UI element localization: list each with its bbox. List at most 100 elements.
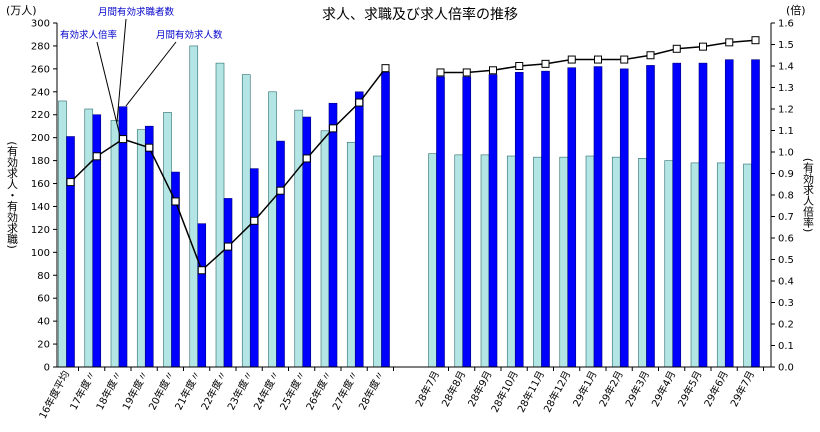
annual-job-openings-bar (328, 102, 338, 368)
ratio-marker (489, 66, 497, 75)
ratio-marker (92, 152, 101, 161)
x-tick-label: 28年8月 (439, 368, 469, 409)
annual-job-seekers-bar (320, 130, 330, 368)
monthly-job-openings-bar (672, 62, 682, 368)
ratio-marker (725, 38, 734, 47)
annual-job-openings-bar (354, 91, 364, 368)
annual-job-openings-bar (144, 125, 154, 368)
right-tick-label: 1.0 (778, 148, 794, 159)
right-tick-label: 0.2 (778, 320, 794, 331)
annual-job-seekers-bar (110, 120, 120, 368)
monthly-job-seekers-bar (743, 163, 752, 368)
annual-job-seekers-bar (215, 62, 225, 368)
chart-title: 求人、求職及び求人倍率の推移 (322, 6, 518, 23)
monthly-job-openings-bar (619, 68, 629, 368)
right-axis-unit: (倍) (786, 3, 806, 17)
monthly-job-seekers-bar (533, 156, 542, 368)
annual-job-seekers-bar (268, 91, 277, 368)
left-tick-label: 160 (31, 179, 50, 190)
annual-job-seekers-bar (189, 45, 199, 368)
left-tick-label: 180 (31, 156, 50, 167)
annual-job-openings-bar (197, 223, 207, 368)
right-tick-label: 0.6 (778, 234, 794, 245)
monthly-job-openings-bar (488, 74, 498, 368)
monthly-job-seekers-bar (585, 155, 595, 368)
ratio-marker (699, 42, 707, 51)
annual-job-openings-bar (276, 140, 285, 368)
ratio-marker (672, 44, 681, 53)
monthly-job-openings-bar (698, 62, 708, 368)
x-tick-label: 28年7月 (412, 368, 442, 409)
right-axis-label: (有効求人倍率) (802, 158, 815, 233)
annotation-ratio-leader (96, 41, 121, 137)
ratio-marker (224, 242, 232, 251)
left-axis-label: (有効求人・有効求職) (6, 141, 19, 249)
annotation-job-seekers-leader (116, 18, 127, 123)
ratio-marker (594, 55, 602, 64)
annual-job-openings-bar (118, 106, 128, 368)
monthly-job-seekers-bar (428, 153, 437, 368)
annual-job-openings-bar (66, 136, 75, 368)
x-tick-label: 16年度平均 (36, 368, 72, 421)
x-axis-ticks: 16年度平均17年度〃18年度〃19年度〃20年度〃21年度〃22年度〃23年度… (36, 367, 764, 421)
annual-job-seekers-bar (84, 108, 94, 368)
right-tick-label: 1.6 (778, 19, 794, 30)
monthly-job-openings-bar (751, 59, 760, 368)
left-tick-label: 300 (31, 19, 50, 30)
right-tick-label: 0.8 (778, 191, 794, 202)
monthly-job-openings-bar (436, 76, 445, 368)
x-tick-label: 29年6月 (701, 368, 731, 409)
left-tick-label: 220 (31, 110, 50, 121)
left-axis-unit: (万人) (6, 4, 37, 17)
right-axis-ticks: 0.0 0.1 0.2 0.3 0.4 0.5 0.6 0.7 0.8 0.9 1.0 1.1 1.2 1… (771, 19, 794, 374)
monthly-job-seekers-bar (480, 154, 490, 368)
monthly-job-seekers-bar (638, 158, 647, 368)
right-tick-label: 1.4 (778, 62, 794, 73)
monthly-job-openings-bar (646, 65, 655, 368)
right-tick-label: 0.1 (778, 341, 794, 352)
ratio-marker (541, 59, 550, 68)
ratio-marker (171, 197, 180, 206)
right-tick-label: 1.2 (778, 105, 794, 116)
annual-job-seekers-bar (241, 74, 251, 368)
right-tick-label: 0.4 (778, 277, 794, 288)
monthly-job-seekers-bar (611, 156, 621, 368)
ratio-marker (276, 186, 285, 195)
left-tick-label: 20 (37, 340, 50, 351)
x-tick-label: 29年1月 (570, 368, 600, 409)
ratio-marker (355, 98, 364, 107)
x-tick-label: 29年7月 (727, 368, 757, 409)
left-tick-label: 40 (37, 317, 50, 328)
left-tick-label: 0 (44, 363, 50, 374)
right-tick-label: 0.7 (778, 212, 794, 223)
ratio-marker (197, 266, 206, 275)
annual-job-openings-bar (381, 72, 390, 368)
ratio-marker (119, 135, 127, 144)
annotations: 月間有効求職者数 有効求人倍率 月間有効求人数 (60, 6, 223, 137)
annual-job-seekers-bar (163, 112, 172, 368)
ratio-marker (66, 178, 75, 187)
monthly-job-seekers-bar (690, 162, 700, 368)
monthly-job-openings-bar (541, 70, 550, 368)
left-tick-label: 240 (31, 87, 50, 98)
x-tick-label: 29年3月 (622, 368, 652, 409)
ratio-marker (462, 68, 471, 77)
ratio-marker (329, 124, 337, 133)
annual-job-seekers-bar (373, 155, 382, 368)
right-tick-label: 1.3 (778, 83, 794, 94)
monthly-job-openings-bar (462, 76, 472, 368)
monthly-job-openings-bar (567, 67, 577, 368)
monthly-job-seekers-bar (664, 160, 674, 368)
right-tick-label: 0.5 (778, 255, 794, 266)
ratio-marker (567, 55, 576, 64)
monthly-job-openings-bar (593, 66, 603, 368)
ratio-marker (381, 64, 390, 73)
left-tick-label: 140 (31, 202, 50, 213)
left-tick-label: 260 (31, 64, 50, 75)
annual-job-seekers-bar (294, 109, 304, 368)
x-tick-label: 28年9月 (465, 368, 495, 409)
monthly-job-seekers-bar (506, 155, 516, 368)
left-axis-ticks: 0 20 40 60 80 100 120 140 160 180 200 220 240 260 280 3… (31, 19, 57, 374)
left-tick-label: 80 (37, 271, 50, 282)
